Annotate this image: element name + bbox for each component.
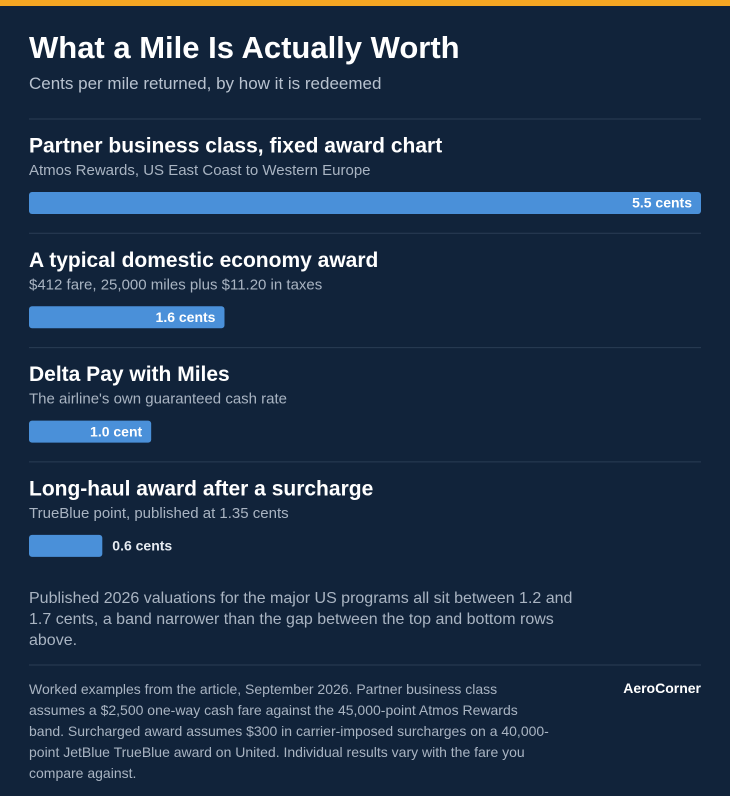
category-label: Delta Pay with Miles bbox=[29, 363, 230, 386]
category-label: A typical domestic economy award bbox=[29, 249, 378, 272]
bar bbox=[29, 192, 701, 214]
category-description: TrueBlue point, published at 1.35 cents bbox=[29, 505, 289, 522]
category-description: Atmos Rewards, US East Coast to Western … bbox=[29, 162, 371, 179]
accent-stripe bbox=[0, 0, 730, 6]
bar bbox=[29, 306, 225, 329]
source: AeroCorner bbox=[623, 680, 701, 696]
category-description: $412 fare, 25,000 miles plus $11.20 in t… bbox=[29, 276, 322, 293]
value-label: 5.5 cents bbox=[632, 195, 692, 211]
value-label: 1.6 cents bbox=[156, 309, 216, 325]
value-label: 1.0 cent bbox=[90, 423, 142, 439]
footnote: Worked examples from the article, Septem… bbox=[29, 681, 549, 781]
category-label: Partner business class, fixed award char… bbox=[29, 135, 442, 158]
category-description: The airline's own guaranteed cash rate bbox=[29, 391, 287, 408]
category-label: Long-haul award after a surcharge bbox=[29, 477, 373, 500]
chart-title: What a Mile Is Actually Worth bbox=[29, 30, 460, 65]
bar bbox=[29, 534, 103, 557]
chart-subtitle: Cents per mile returned, by how it is re… bbox=[29, 74, 382, 93]
value-label: 0.6 cents bbox=[112, 538, 172, 554]
bar bbox=[29, 420, 152, 443]
note: Published 2026 valuations for the major … bbox=[29, 590, 573, 649]
